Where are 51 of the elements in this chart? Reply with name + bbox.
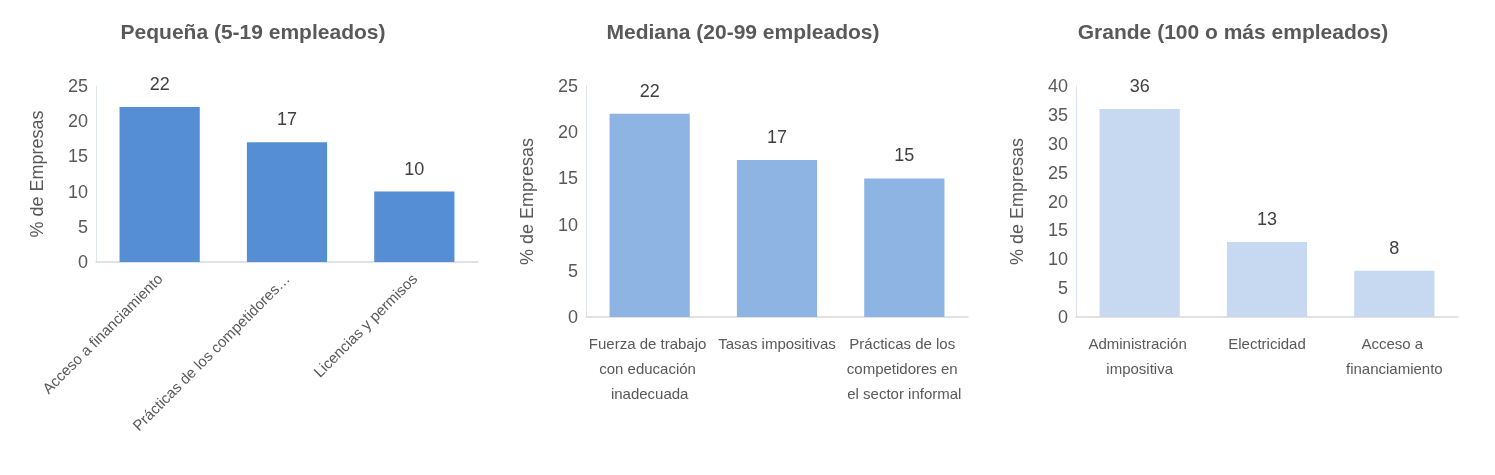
data-label: 15 [894, 145, 915, 166]
y-tick-label: 5 [567, 260, 578, 281]
y-tick-label: 10 [67, 181, 88, 202]
data-label: 8 [1389, 237, 1400, 258]
y-tick-label: 0 [1057, 307, 1068, 327]
data-label: 10 [404, 158, 425, 179]
y-tick-label: 25 [67, 76, 88, 96]
x-tick-label: Tasas impositivas [718, 335, 836, 352]
data-label: 17 [276, 109, 298, 130]
y-tick-label: 10 [557, 214, 578, 235]
bar [609, 113, 690, 317]
data-label: 36 [1129, 76, 1150, 97]
y-tick-label: 35 [1047, 104, 1068, 125]
data-label: 22 [639, 80, 660, 101]
y-tick-label: 15 [1047, 220, 1068, 241]
chart-title: Grande (100 o más empleados) [1077, 20, 1389, 43]
bar [864, 178, 945, 317]
y-tick-label: 25 [557, 76, 578, 96]
bar [246, 142, 328, 262]
y-axis-title: % de Empresas [517, 137, 537, 266]
y-tick-label: 10 [1047, 249, 1068, 270]
y-tick-label: 0 [77, 252, 88, 272]
chart-title: Pequeña (5-19 empleados) [120, 20, 386, 43]
x-tick-label: Prácticas de los competidores en el sector informal [846, 335, 962, 402]
bar [1226, 241, 1308, 317]
y-axis-title: % de Empresas [27, 110, 47, 238]
y-tick-label: 20 [67, 111, 88, 132]
x-tick-label: Administración impositiva [1088, 335, 1191, 377]
bar [1099, 109, 1180, 317]
x-tick-label: Acceso a financiamiento [1345, 335, 1443, 377]
bar [736, 159, 818, 317]
y-tick-label: 5 [1057, 278, 1068, 299]
y-axis-title: % de Empresas [1007, 137, 1027, 266]
x-tick-label: Electricidad [1228, 335, 1306, 352]
data-label: 22 [149, 74, 170, 95]
chart-title: Mediana (20-99 empleados) [606, 20, 880, 43]
y-tick-label: 30 [1047, 133, 1068, 154]
data-label: 17 [766, 126, 788, 147]
y-tick-label: 0 [567, 307, 578, 327]
y-tick-label: 5 [77, 216, 88, 237]
bar [1354, 270, 1435, 317]
y-tick-label: 15 [557, 168, 578, 189]
y-tick-label: 40 [1047, 76, 1068, 96]
y-tick-label: 20 [557, 122, 578, 143]
x-tick-label: Fuerza de trabajo con educación inadecuada [588, 335, 711, 402]
bar [119, 107, 200, 262]
data-label: 13 [1256, 208, 1278, 229]
y-tick-label: 15 [67, 146, 88, 167]
bar [374, 191, 455, 262]
y-tick-label: 20 [1047, 191, 1068, 212]
y-tick-label: 25 [1047, 162, 1068, 183]
